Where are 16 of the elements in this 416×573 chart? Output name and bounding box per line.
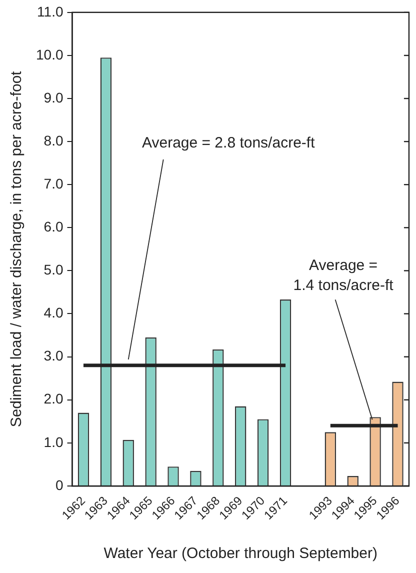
y-tick-label: 2.0 (44, 390, 64, 407)
annotation: Average = 1.4 tons/acre-ft (293, 256, 394, 294)
y-tick-label: 6.0 (44, 218, 64, 235)
annotation: Average = 2.8 tons/acre-ft (142, 134, 316, 152)
y-tick-label: 7.0 (44, 175, 64, 192)
y-tick-label: 0 (55, 476, 64, 493)
y-tick-label: 8.0 (44, 132, 64, 148)
x-axis-title: Water Year (October through September) (104, 545, 378, 562)
y-tick-label: 1.0 (44, 434, 64, 450)
y-tick-label: 4.0 (44, 304, 64, 321)
y-tick-label: 9.0 (44, 89, 64, 106)
y-tick-label: 11.0 (37, 3, 64, 20)
y-tick-label: 10.0 (36, 46, 64, 62)
y-tick-label: 3.0 (44, 348, 64, 364)
y-axis-title: Sediment load / water discharge, in tons per acre-foot (8, 70, 26, 428)
y-tick-label: 5.0 (44, 262, 64, 278)
